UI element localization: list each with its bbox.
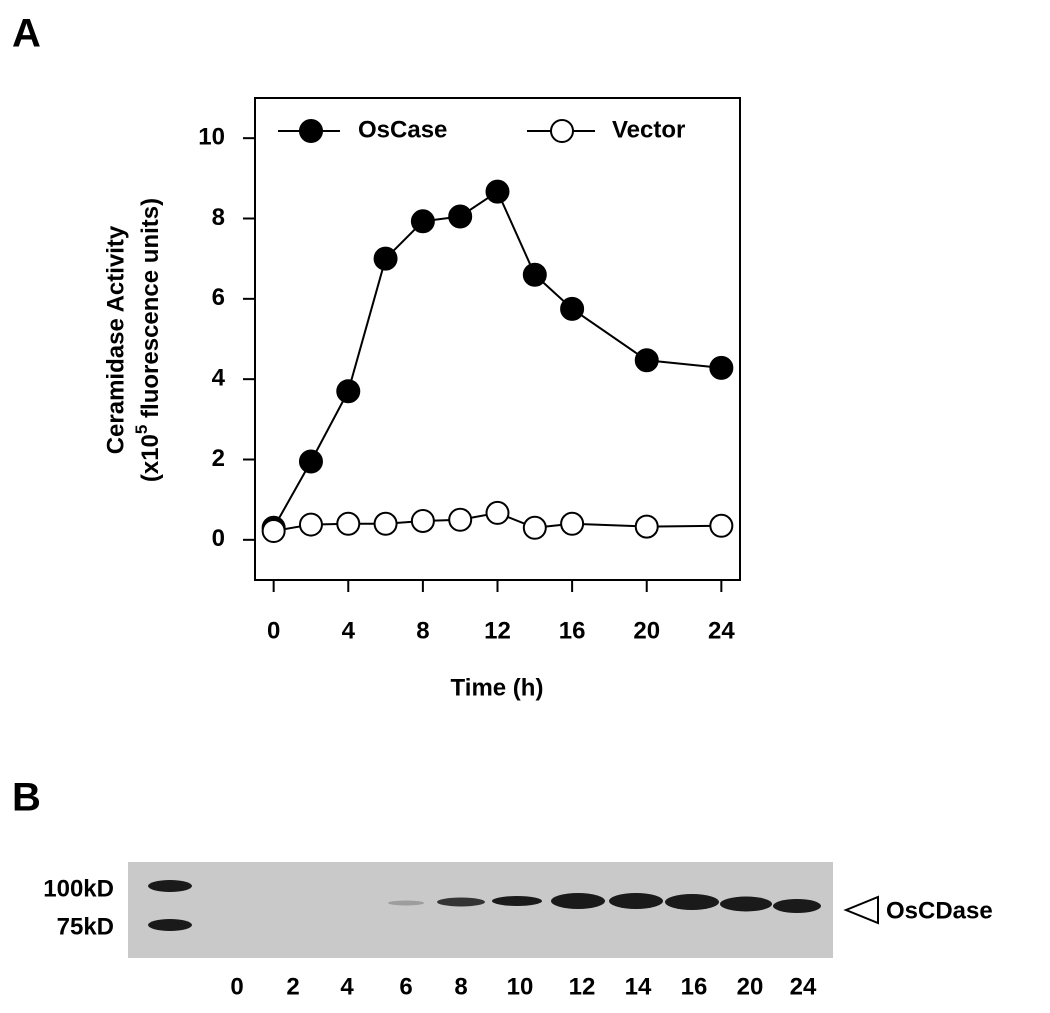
- data-point: [298, 449, 323, 474]
- data-point: [709, 513, 734, 538]
- lane-label: 14: [625, 973, 652, 1000]
- data-point: [261, 518, 286, 543]
- y-unit-part: (x10: [137, 434, 164, 482]
- data-point: [634, 514, 659, 539]
- data-point: [336, 379, 361, 404]
- lane-label: 4: [340, 973, 354, 1000]
- x-tick-label: 24: [708, 617, 735, 644]
- lane-label: 0: [230, 973, 243, 1000]
- data-point: [373, 511, 398, 536]
- y-axis-unit: (x105 fluorescence units): [132, 198, 164, 482]
- legend-marker: [299, 119, 323, 143]
- legend-marker: [550, 119, 574, 143]
- data-point: [709, 355, 734, 380]
- panel-label: B: [12, 776, 41, 820]
- lane-label: 6: [399, 973, 412, 1000]
- band-label: OsCDase: [886, 897, 993, 924]
- x-tick-label: 0: [267, 617, 280, 644]
- data-point: [485, 179, 510, 204]
- x-tick-label: 20: [633, 617, 660, 644]
- data-point: [410, 209, 435, 234]
- data-point: [298, 512, 323, 537]
- data-point: [336, 511, 361, 536]
- lane-label: 16: [681, 973, 708, 1000]
- y-tick-label: 6: [212, 284, 225, 311]
- lane-label: 10: [507, 973, 534, 1000]
- y-tick-label: 10: [198, 124, 225, 151]
- lane-label: 12: [569, 973, 596, 1000]
- y-tick-label: 0: [212, 525, 225, 552]
- size-marker: 75kD: [57, 913, 114, 940]
- y-unit-part: fluorescence units): [137, 198, 164, 425]
- data-point: [522, 515, 547, 540]
- legend-label: Vector: [612, 116, 685, 143]
- data-point: [560, 296, 585, 321]
- band-arrow: [843, 895, 879, 925]
- x-tick-label: 12: [484, 617, 511, 644]
- lane-label: 2: [286, 973, 299, 1000]
- data-point: [560, 511, 585, 536]
- y-tick-label: 4: [212, 365, 226, 392]
- y-tick-label: 8: [212, 204, 225, 231]
- blot-membrane: [128, 862, 833, 958]
- x-tick-label: 4: [342, 617, 356, 644]
- data-point: [373, 246, 398, 271]
- panel-label: A: [12, 12, 41, 56]
- y-axis-label: Ceramidase Activity: [102, 225, 129, 454]
- data-point: [410, 508, 435, 533]
- lane-labels: 0 2 4 6 8 10 12 14 16 20 24: [230, 973, 817, 1000]
- blot-bands: [148, 880, 821, 931]
- lane-label: 8: [454, 973, 467, 1000]
- data-point: [485, 500, 510, 525]
- x-tick-label: 8: [416, 617, 429, 644]
- y-tick-label: 2: [212, 445, 225, 472]
- data-point: [522, 262, 547, 287]
- lane-label: 24: [790, 973, 817, 1000]
- data-point: [448, 507, 473, 532]
- legend-label: OsCase: [358, 116, 447, 143]
- data-point: [634, 348, 659, 373]
- size-marker: 100kD: [43, 875, 114, 902]
- data-point: [448, 204, 473, 229]
- x-axis-label: Time (h): [451, 674, 544, 701]
- y-unit-exponent: 5: [132, 425, 151, 434]
- lane-label: 20: [737, 973, 764, 1000]
- x-tick-label: 16: [559, 617, 586, 644]
